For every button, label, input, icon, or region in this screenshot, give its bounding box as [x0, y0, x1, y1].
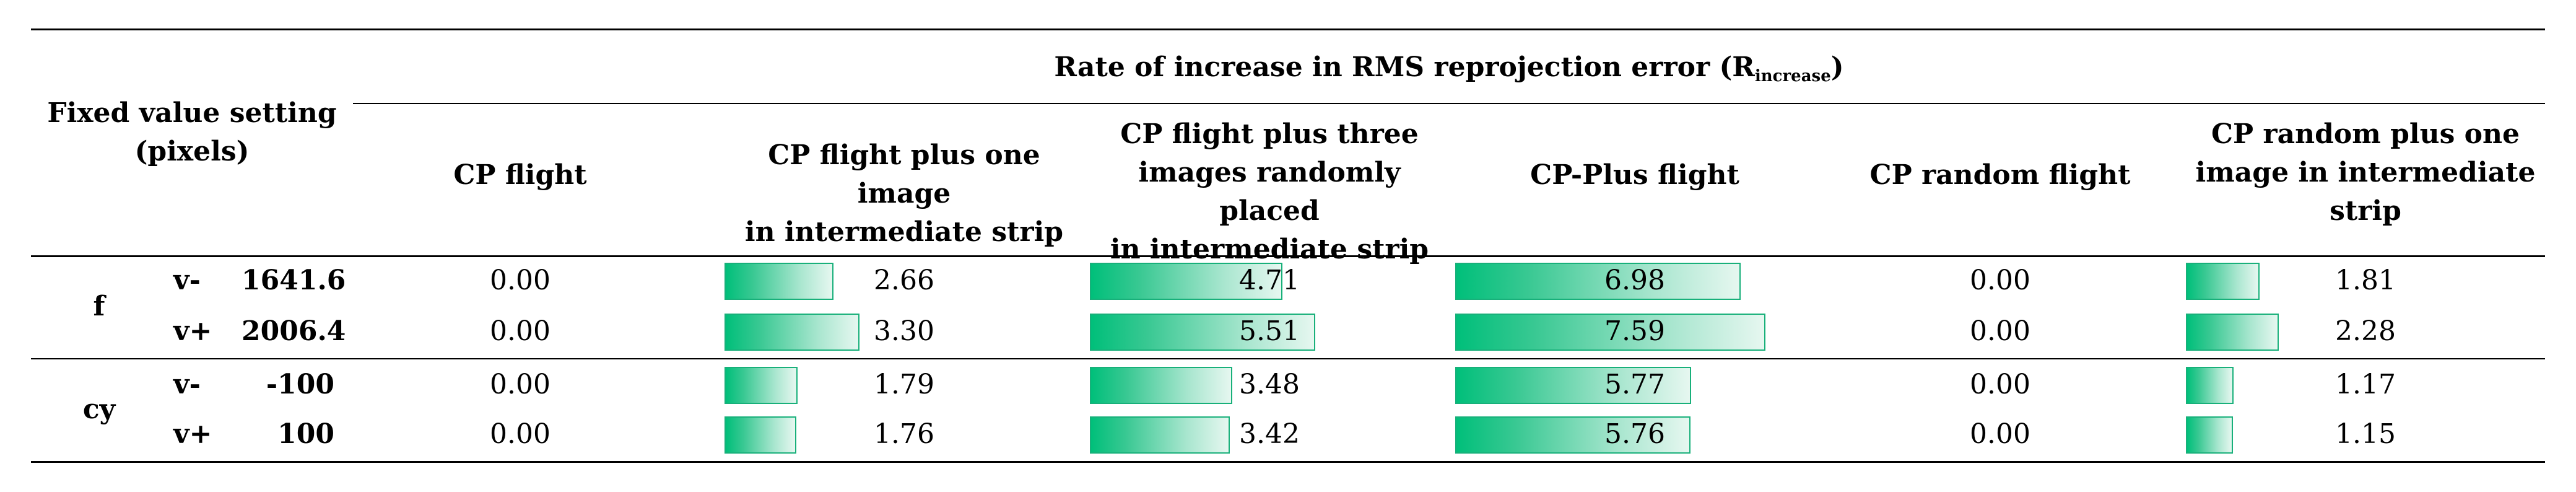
group-title: Rate of increase in RMS reprojection err…: [353, 48, 2545, 95]
row-variant-label: v+: [173, 418, 212, 450]
data-cell: 0.00: [490, 315, 550, 347]
data-bar: [1090, 416, 1230, 454]
column-header-4-line-1: CP-Plus flight: [1530, 159, 1739, 191]
data-cell: 1.17: [2335, 369, 2396, 400]
data-bar: [1455, 314, 1765, 351]
column-header-3: CP flight plus three images randomly plac…: [1090, 115, 1449, 269]
column-header-2-line-2: in intermediate strip: [744, 216, 1064, 248]
data-bar: [2186, 314, 2279, 351]
fixed-value-header: Fixed value setting (pixels): [31, 94, 353, 171]
data-cell: 0.00: [490, 418, 550, 450]
group-title-close: ): [1830, 51, 1844, 83]
data-bar: [724, 367, 798, 404]
data-cell: 2.66: [874, 265, 934, 296]
data-cell: 3.30: [874, 315, 934, 347]
column-header-5: CP random flight: [1814, 156, 2186, 195]
data-bar: [1090, 314, 1315, 351]
row-fixed-value: -100: [266, 369, 334, 400]
row-variant-label: v-: [173, 369, 201, 400]
group-title-subscript: increase: [1754, 67, 1831, 86]
column-header-4: CP-Plus flight: [1455, 156, 1814, 195]
data-bar: [1090, 367, 1232, 404]
data-cell: 3.42: [1239, 418, 1300, 450]
column-header-3-line-2: images randomly placed: [1138, 157, 1401, 227]
column-header-6-line-1: CP random plus one: [2211, 118, 2520, 150]
data-cell: 4.71: [1239, 265, 1300, 296]
data-cell: 3.48: [1239, 369, 1300, 400]
data-cell: 6.98: [1604, 265, 1665, 296]
column-header-1: CP flight: [353, 156, 687, 195]
column-header-6-line-3: strip: [2330, 195, 2401, 227]
column-header-2-line-1: CP flight plus one image: [768, 139, 1040, 209]
data-cell: 0.00: [1970, 315, 2030, 347]
results-table: Fixed value setting (pixels) Rate of inc…: [31, 0, 2545, 492]
fixed-value-header-line1: Fixed value setting: [47, 97, 337, 129]
bottom-rule: [31, 461, 2545, 463]
row-fixed-value: 2006.4: [242, 315, 346, 347]
header-bottom-rule: [31, 255, 2545, 257]
top-rule: [31, 29, 2545, 30]
data-cell: 2.28: [2335, 315, 2396, 347]
data-bar: [724, 263, 833, 300]
group-separator-rule: [31, 358, 2545, 359]
row-variant-label: v-: [173, 265, 201, 296]
data-bar: [2186, 367, 2234, 404]
data-cell: 0.00: [490, 265, 550, 296]
data-cell: 5.77: [1604, 369, 1665, 400]
data-bar: [724, 416, 796, 454]
data-cell: 5.51: [1239, 315, 1300, 347]
data-cell: 0.00: [1970, 265, 2030, 296]
group-title-main: Rate of increase in RMS reprojection err…: [1054, 51, 1755, 83]
data-cell: 1.81: [2335, 265, 2396, 296]
column-header-5-line-1: CP random flight: [1869, 159, 2131, 191]
data-bar: [2186, 263, 2260, 300]
column-header-3-line-3: in intermediate strip: [1110, 234, 1429, 265]
data-cell: 1.15: [2335, 418, 2396, 450]
group-title-rule: [353, 103, 2545, 104]
row-fixed-value: 100: [277, 418, 334, 450]
data-bar: [1455, 416, 1690, 454]
row-fixed-value: 1641.6: [242, 265, 346, 296]
data-cell: 0.00: [490, 369, 550, 400]
column-header-6: CP random plus one image in intermediate s…: [2186, 115, 2545, 231]
data-cell: 5.76: [1604, 418, 1665, 450]
data-cell: 7.59: [1604, 315, 1665, 347]
data-cell: 0.00: [1970, 418, 2030, 450]
data-cell: 1.76: [874, 418, 934, 450]
data-cell: 0.00: [1970, 369, 2030, 400]
data-bar: [1090, 263, 1282, 300]
group-label-f: f: [93, 291, 105, 322]
data-bar: [724, 314, 859, 351]
data-bar: [2186, 416, 2233, 454]
column-header-6-line-2: image in intermediate: [2195, 157, 2536, 188]
column-header-1-line-1: CP flight: [453, 159, 587, 191]
group-label-cy: cy: [82, 393, 116, 425]
column-header-2: CP flight plus one image in intermediate …: [724, 136, 1084, 252]
row-variant-label: v+: [173, 315, 212, 347]
data-bar: [1455, 367, 1691, 404]
data-bar: [1455, 263, 1741, 300]
column-header-3-line-1: CP flight plus three: [1120, 118, 1419, 150]
data-cell: 1.79: [874, 369, 934, 400]
fixed-value-header-line2: (pixels): [134, 136, 250, 167]
